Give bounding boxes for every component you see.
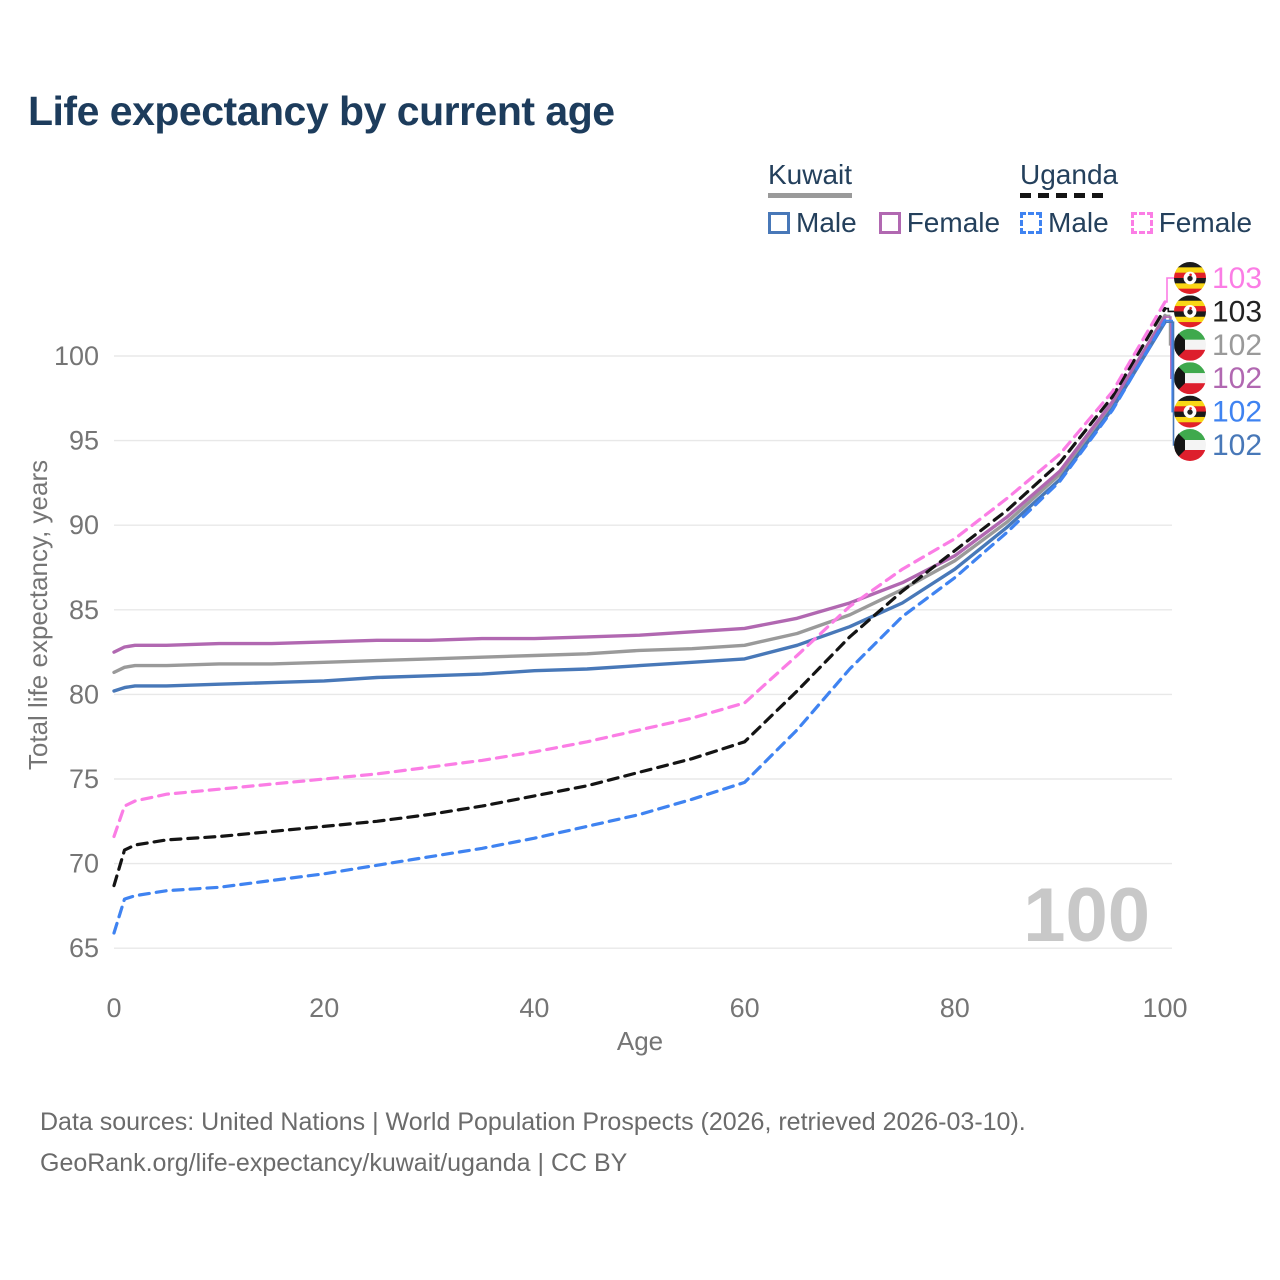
x-axis-title: Age: [617, 1026, 663, 1056]
end-label-value-uganda-female: 103: [1212, 262, 1262, 295]
uganda-flag-icon: [1174, 295, 1206, 328]
legend-uganda-female-label: Female: [1158, 207, 1253, 239]
series-line-uganda-female: [112, 300, 1167, 839]
footer-link[interactable]: GeoRank.org/life-expectancy/kuwait/ugand…: [40, 1149, 628, 1177]
legend-kuwait-title: Kuwait: [768, 159, 853, 190]
kuwait-solid-line-swatch: [768, 193, 852, 199]
legend-uganda-male-label: Male: [1048, 207, 1109, 239]
end-label-connector-uganda-female: [1165, 277, 1174, 303]
end-label-value-kuwait-female: 102: [1212, 362, 1262, 395]
uganda-female-swatch-icon: [1130, 212, 1153, 235]
chart-legend: Kuwait Male Female Uganda Male Female: [0, 160, 1280, 255]
uganda-flag-icon: [1174, 262, 1206, 294]
legend-item-kuwait-male[interactable]: Male: [768, 207, 879, 239]
uganda-dashed-line-swatch: [1020, 193, 1110, 199]
page-title: Life expectancy by current age: [28, 88, 615, 134]
x-tick-label-20: 20: [309, 993, 339, 1023]
x-tick-label-60: 60: [730, 993, 760, 1023]
kuwait-flag-icon: [1174, 362, 1206, 395]
series-line-kuwait-male: [112, 320, 1167, 693]
kuwait-female-swatch-icon: [878, 212, 901, 235]
legend-item-uganda-female[interactable]: Female: [1130, 207, 1274, 239]
line-chart: 65 70 75 80 85 90 95 100 100 0 20 40 60 80 100 Age Total…: [23, 262, 1262, 1056]
legend-group-uganda: Uganda Male Female: [1020, 160, 1274, 239]
series-line-uganda-male: [112, 318, 1167, 935]
uganda-male-swatch-icon: [1020, 212, 1042, 235]
end-label-value-uganda-total: 103: [1212, 295, 1262, 328]
legend-group-kuwait: Kuwait Male Female: [768, 160, 1022, 239]
legend-uganda-title: Uganda: [1020, 159, 1119, 190]
legend-item-kuwait-female[interactable]: Female: [878, 207, 1022, 239]
y-axis-title: Total life expectancy, years: [23, 460, 53, 770]
x-tick-label-100: 100: [1142, 993, 1187, 1023]
end-label-connector-kuwait-male: [1165, 321, 1175, 446]
footer-data-sources: Data sources: United Nations | World Pop…: [40, 1108, 1026, 1136]
x-tick-label-0: 0: [106, 993, 121, 1023]
end-label-value-kuwait-total: 102: [1212, 329, 1262, 362]
legend-kuwait-male-label: Male: [796, 207, 857, 239]
series-line-kuwait-female: [112, 315, 1167, 654]
y-tick-label-70: 70: [69, 849, 99, 879]
end-label-value-uganda-male: 102: [1212, 396, 1262, 429]
kuwait-male-swatch-icon: [768, 212, 790, 235]
y-tick-label-85: 85: [69, 595, 99, 625]
series-line-kuwait-total: [112, 313, 1167, 675]
y-tick-label-80: 80: [69, 679, 99, 709]
legend-item-uganda-male[interactable]: Male: [1020, 207, 1131, 239]
watermark-age-100: 100: [1023, 873, 1150, 958]
x-tick-label-40: 40: [519, 993, 549, 1023]
y-tick-label-90: 90: [69, 510, 99, 540]
kuwait-flag-icon: [1174, 328, 1206, 361]
x-tick-label-80: 80: [940, 993, 970, 1023]
uganda-flag-icon: [1174, 395, 1206, 428]
series-line-uganda-total: [112, 307, 1167, 888]
end-label-connector-uganda-total: [1165, 307, 1174, 313]
legend-kuwait-female-label: Female: [906, 207, 1001, 239]
end-label-value-kuwait-male: 102: [1212, 429, 1262, 462]
y-tick-label-65: 65: [69, 933, 99, 963]
y-tick-label-100: 100: [54, 341, 99, 371]
kuwait-flag-icon: [1174, 429, 1206, 461]
y-tick-label-75: 75: [69, 764, 99, 794]
y-tick-label-95: 95: [69, 426, 99, 456]
